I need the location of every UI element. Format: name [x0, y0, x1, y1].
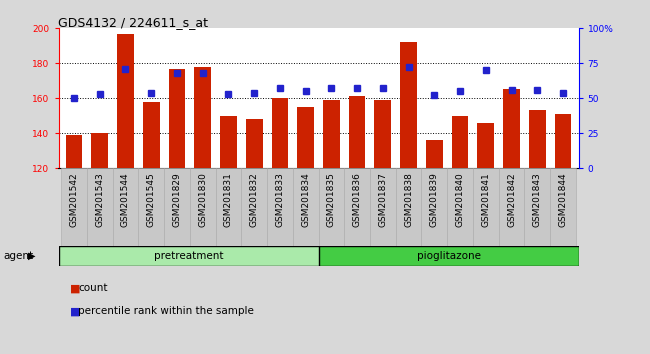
Text: GSM201842: GSM201842 [507, 172, 516, 227]
Text: count: count [78, 283, 107, 293]
Text: GSM201829: GSM201829 [172, 172, 181, 227]
Bar [267, 168, 292, 246]
Text: GSM201832: GSM201832 [250, 172, 259, 227]
Bar [168, 69, 185, 168]
Bar [66, 135, 83, 168]
Bar [58, 246, 318, 266]
Bar [292, 168, 318, 246]
Text: GDS4132 / 224611_s_at: GDS4132 / 224611_s_at [58, 16, 209, 29]
Bar [344, 168, 370, 246]
Text: GSM201542: GSM201542 [70, 172, 79, 227]
Bar [374, 100, 391, 168]
Bar [478, 123, 494, 168]
Bar [246, 119, 263, 168]
Bar [297, 107, 314, 168]
Text: ■: ■ [70, 283, 81, 293]
Bar [164, 168, 190, 246]
Bar [220, 116, 237, 168]
Bar [421, 168, 447, 246]
Text: pretreatment: pretreatment [154, 251, 223, 261]
Text: GSM201838: GSM201838 [404, 172, 413, 227]
Bar [550, 168, 576, 246]
Bar [318, 168, 344, 246]
Bar [143, 102, 159, 168]
Bar [370, 168, 396, 246]
Bar [503, 90, 520, 168]
Text: GSM201844: GSM201844 [558, 172, 567, 227]
Bar [190, 168, 216, 246]
Text: GSM201831: GSM201831 [224, 172, 233, 227]
Bar [318, 246, 578, 266]
Text: GSM201545: GSM201545 [147, 172, 155, 227]
Text: pioglitazone: pioglitazone [417, 251, 480, 261]
Bar [447, 168, 473, 246]
Bar [194, 67, 211, 168]
Bar [529, 110, 546, 168]
Bar [117, 34, 134, 168]
Text: ▶: ▶ [28, 251, 36, 261]
Bar [400, 42, 417, 168]
Text: ■: ■ [70, 306, 81, 316]
Bar [499, 168, 525, 246]
Bar [349, 97, 365, 168]
Bar [241, 168, 267, 246]
Bar [61, 168, 87, 246]
Bar [473, 168, 499, 246]
Bar [112, 168, 138, 246]
Text: GSM201839: GSM201839 [430, 172, 439, 227]
Bar [323, 100, 340, 168]
Text: GSM201543: GSM201543 [95, 172, 104, 227]
Bar [272, 98, 288, 168]
Text: GSM201835: GSM201835 [327, 172, 336, 227]
Bar [138, 168, 164, 246]
Text: GSM201843: GSM201843 [533, 172, 542, 227]
Text: GSM201840: GSM201840 [456, 172, 465, 227]
Text: percentile rank within the sample: percentile rank within the sample [78, 306, 254, 316]
Bar [525, 168, 550, 246]
Bar [426, 140, 443, 168]
Text: GSM201836: GSM201836 [352, 172, 361, 227]
Bar [87, 168, 112, 246]
Text: agent: agent [3, 251, 33, 261]
Bar [452, 116, 469, 168]
Text: GSM201837: GSM201837 [378, 172, 387, 227]
Bar [216, 168, 241, 246]
Text: GSM201841: GSM201841 [482, 172, 490, 227]
Bar [396, 168, 421, 246]
Text: GSM201830: GSM201830 [198, 172, 207, 227]
Text: GSM201833: GSM201833 [276, 172, 285, 227]
Bar [91, 133, 108, 168]
Text: GSM201834: GSM201834 [301, 172, 310, 227]
Bar [554, 114, 571, 168]
Text: GSM201544: GSM201544 [121, 172, 130, 227]
